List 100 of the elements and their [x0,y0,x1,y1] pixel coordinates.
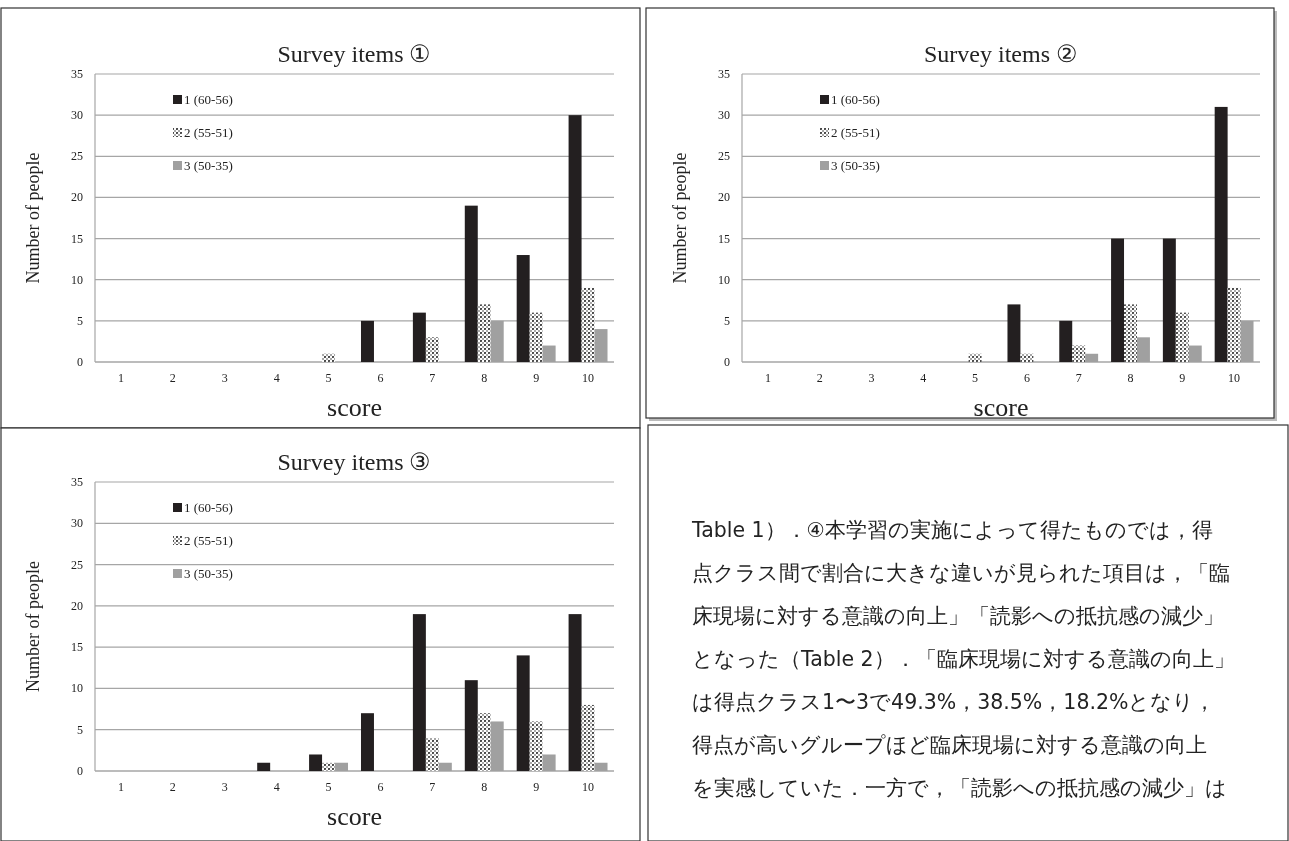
bar [412,614,426,771]
y-tick-label: 30 [71,108,83,123]
y-tick-label: 20 [718,190,730,205]
bar [1124,304,1137,362]
text: 得点が高いグループほど臨床現場に対する意識の向上 [692,733,1207,757]
y-tick-label: 15 [71,231,83,246]
y-axis-title: Number of people [670,152,690,284]
bar [412,312,426,362]
bar [464,680,478,771]
x-tick-label: 1 [117,780,124,794]
bar [360,320,374,362]
y-axis-title: Number of people [23,152,43,284]
x-tick-label: 8 [481,780,488,794]
bar [477,713,491,771]
y-tick-label: 0 [724,355,730,369]
x-tick-label: 1 [764,371,771,385]
y-tick-label: 10 [718,272,730,287]
y-tick-label: 35 [71,475,83,489]
bar [516,655,530,771]
x-tick-label: 6 [377,780,384,794]
legend-label: 3 (50-35) [831,158,880,173]
x-tick-label: 7 [429,371,436,385]
x-tick-label: 10 [582,780,595,794]
x-tick-label: 2 [169,371,176,385]
x-tick-label: 8 [481,371,488,385]
bar [1111,238,1125,362]
x-tick-label: 10 [582,371,595,385]
x-tick-label: 2 [816,371,823,385]
caption: Table 1）．④本学習の実施によって得たものでは，得 [691,518,1213,542]
legend-label: 2 (55-51) [184,125,233,140]
bar [425,337,439,362]
legend-label: 3 (50-35) [184,158,233,173]
x-tick-label: 5 [325,780,332,794]
bar [309,754,323,771]
text: は得点クラス1〜3で49.3%，38.5%，18.2%となり， [692,690,1216,714]
y-tick-label: 20 [71,190,83,205]
bar [322,762,336,771]
text: となった（Table 2）．「臨床現場に対する意識の向上」 [692,647,1235,671]
y-tick-label: 35 [718,67,730,81]
x-tick-label: 3 [868,371,875,385]
x-tick-label: 6 [377,371,384,385]
y-tick-label: 5 [77,722,83,737]
text: 点クラス間で割合に大きな違いが見られた項目は，「臨 [692,561,1230,585]
x-tick-label: 7 [1075,371,1082,385]
text: 床現場に対する意識の向上」「読影への抵抗感の減少」 [692,604,1224,628]
x-tick-label: 3 [221,780,228,794]
bar [477,304,491,362]
bar [529,312,543,362]
y-tick-label: 20 [71,598,83,613]
bar [1020,353,1034,362]
y-tick-label: 15 [718,231,730,246]
x-tick-label: 4 [273,780,280,794]
bar [1175,312,1189,362]
x-axis-title: score [327,802,382,831]
y-tick-label: 15 [71,640,83,655]
x-tick-label: 8 [1127,371,1134,385]
x-tick-label: 2 [169,780,176,794]
x-axis-title: score [973,393,1029,422]
bar [968,353,982,362]
x-tick-label: 1 [117,371,124,385]
y-axis-title: Number of people [23,561,43,692]
y-tick-label: 5 [77,313,83,328]
x-tick-label: 4 [920,371,927,385]
y-tick-label: 0 [77,764,83,778]
y-tick-label: 5 [724,313,730,328]
chart-title: Survey items ① [277,41,432,67]
bar [581,704,595,771]
x-tick-label: 5 [325,371,332,385]
y-tick-label: 25 [718,149,730,164]
legend-label: 1 (60-56) [184,92,233,107]
y-tick-label: 25 [71,149,83,164]
y-tick-label: 35 [71,67,83,81]
chart-title: Survey items ② [924,41,1078,67]
bar [1227,287,1241,362]
bar [568,614,582,771]
bar [322,353,336,362]
bar [1007,304,1021,362]
legend-label: 3 (50-35) [184,566,233,581]
x-tick-label: 9 [533,371,540,385]
bar [1162,238,1176,362]
bar [1214,106,1228,362]
x-axis-title: score [327,393,382,422]
bar [568,115,582,362]
x-tick-label: 4 [273,371,280,385]
y-tick-label: 30 [718,108,730,123]
y-tick-label: 10 [71,681,83,696]
x-tick-label: 10 [1228,371,1241,385]
x-tick-label: 6 [1023,371,1030,385]
legend-label: 1 (60-56) [184,500,233,515]
y-tick-label: 30 [71,516,83,531]
y-tick-label: 25 [71,557,83,572]
legend-label: 1 (60-56) [831,92,880,107]
x-tick-label: 5 [972,371,979,385]
bar [1059,320,1073,362]
bar [464,205,478,362]
x-tick-label: 9 [533,780,540,794]
bar [425,737,439,771]
x-tick-label: 7 [429,780,436,794]
bar [257,762,271,771]
bar [529,721,543,771]
